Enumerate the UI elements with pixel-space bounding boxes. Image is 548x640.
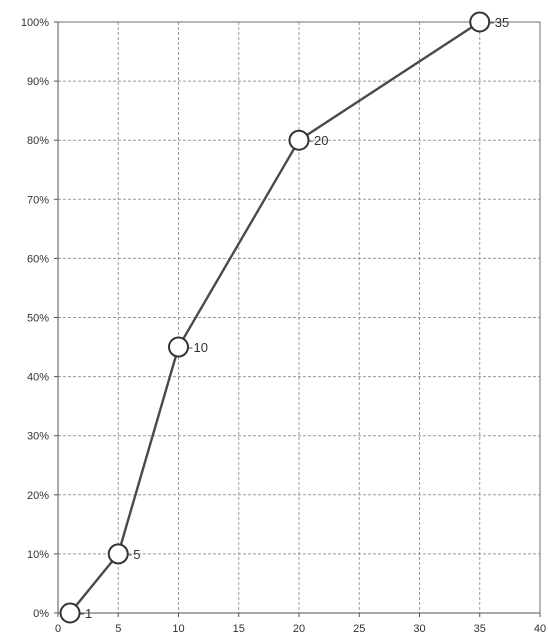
- data-label: 1: [85, 606, 92, 621]
- y-tick-label: 30%: [27, 431, 49, 443]
- data-labels: 1 5 10 20 35: [80, 15, 509, 621]
- y-tick-label: 90%: [27, 76, 49, 88]
- y-tick-label: 50%: [27, 313, 49, 325]
- data-point: [469, 11, 491, 33]
- x-tick-label: 5: [115, 623, 121, 635]
- x-tick-label: 15: [233, 623, 245, 635]
- data-point: [288, 129, 310, 151]
- y-tick-label: 100%: [21, 17, 49, 29]
- x-axis-tick-labels: 0 5 10 15 20 25 30 35 40: [55, 623, 546, 635]
- y-tick-label: 20%: [27, 490, 49, 502]
- data-point: [59, 602, 81, 624]
- y-axis-tick-labels: 0% 10% 20% 30% 40% 50% 60% 70% 80% 90% 100%: [21, 17, 49, 620]
- y-tick-label: 70%: [27, 194, 49, 206]
- data-point: [168, 336, 189, 358]
- y-tick-label: 10%: [27, 549, 49, 561]
- y-tick-label: 60%: [27, 253, 49, 265]
- x-tick-label: 30: [413, 623, 425, 635]
- data-label: 5: [133, 547, 140, 562]
- x-tick-label: 40: [534, 623, 546, 635]
- data-label: 10: [194, 340, 208, 355]
- data-label: 20: [314, 133, 328, 148]
- x-tick-label: 25: [353, 623, 365, 635]
- y-tick-label: 40%: [27, 372, 49, 384]
- data-points: [59, 11, 491, 624]
- y-tick-label: 80%: [27, 135, 49, 147]
- y-tick-label: 0%: [33, 608, 49, 620]
- data-label: 35: [495, 15, 509, 30]
- x-tick-label: 20: [293, 623, 305, 635]
- grid: [58, 22, 540, 613]
- x-tick-label: 10: [172, 623, 184, 635]
- x-tick-label: 0: [55, 623, 61, 635]
- data-point: [107, 543, 129, 565]
- axes: [54, 21, 541, 617]
- x-tick-label: 35: [474, 623, 486, 635]
